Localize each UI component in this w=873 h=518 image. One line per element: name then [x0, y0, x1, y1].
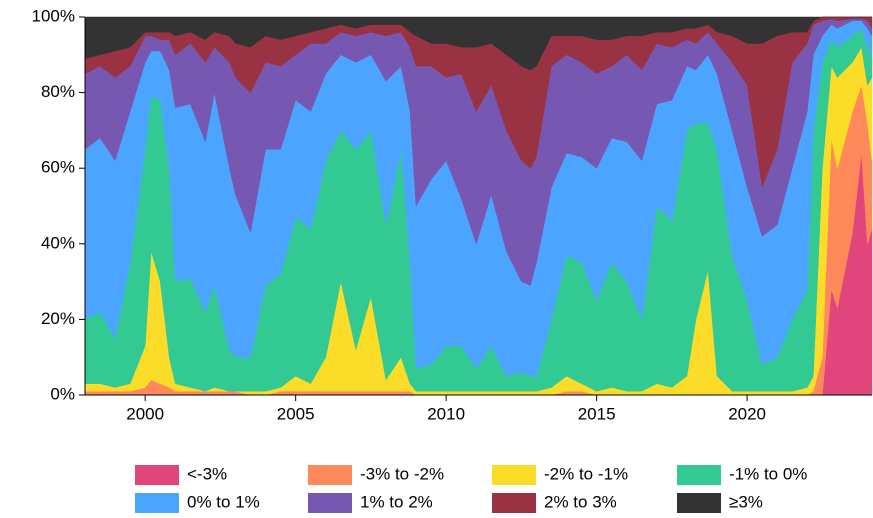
y-tick-label: 80%: [41, 82, 75, 101]
x-tick-label: 2005: [277, 404, 315, 423]
legend-label: -2% to -1%: [544, 464, 628, 483]
area: [84, 16, 872, 71]
legend-label: 2% to 3%: [544, 492, 617, 511]
legend-swatch: [135, 465, 179, 485]
legend-swatch: [308, 493, 352, 513]
legend-label: ≥3%: [729, 492, 763, 511]
x-tick-label: 2010: [427, 404, 465, 423]
y-tick-label: 100%: [32, 6, 75, 25]
legend-label: 1% to 2%: [360, 492, 433, 511]
y-tick-label: 20%: [41, 309, 75, 328]
legend-label: 0% to 1%: [187, 492, 260, 511]
legend-label: <-3%: [187, 464, 227, 483]
legend-swatch: [677, 493, 721, 513]
legend-swatch: [677, 465, 721, 485]
y-tick-label: 60%: [41, 158, 75, 177]
x-tick-label: 2020: [728, 404, 766, 423]
x-tick-label: 2000: [126, 404, 164, 423]
x-tick-label: 2015: [578, 404, 616, 423]
legend-swatch: [492, 493, 536, 513]
y-tick-label: 0%: [50, 384, 75, 403]
legend-label: -1% to 0%: [729, 464, 807, 483]
legend-swatch: [308, 465, 352, 485]
y-tick-label: 40%: [41, 233, 75, 252]
legend-label: -3% to -2%: [360, 464, 444, 483]
legend-swatch: [135, 493, 179, 513]
legend-swatch: [492, 465, 536, 485]
